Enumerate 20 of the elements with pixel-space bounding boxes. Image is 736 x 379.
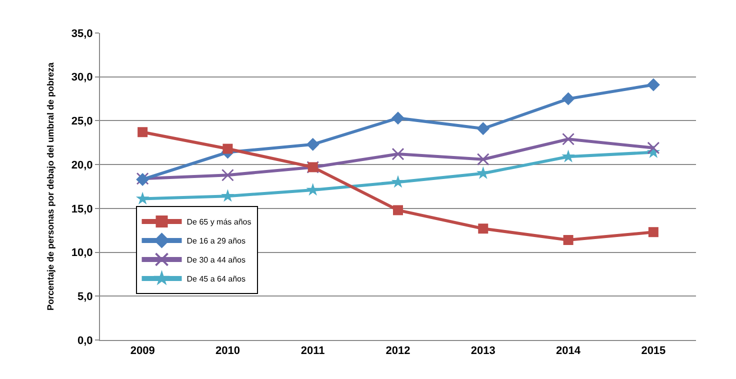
y-tick-label: 20,0 [71, 159, 93, 172]
y-tick-label: 30,0 [71, 72, 93, 84]
y-tick-label: 25,0 [71, 116, 93, 128]
y-tick-label: 0,0 [78, 334, 93, 347]
x-tick-label: 2013 [470, 345, 496, 358]
y-tick-label: 35,0 [71, 28, 93, 40]
x-tick-label: 2015 [641, 345, 666, 358]
legend-label: De 16 a 29 años [186, 236, 246, 246]
x-tick-label: 2011 [300, 345, 325, 358]
x-tick-label: 2009 [130, 345, 155, 358]
x-tick-label: 2012 [386, 345, 410, 358]
x-tick-label: 2010 [215, 345, 240, 358]
y-tick-label: 15,0 [71, 203, 93, 216]
legend-label: De 30 a 44 años [186, 256, 246, 265]
y-tick-label: 5,0 [78, 290, 93, 303]
y-axis-title: Porcentaje de personas por debajo del umbral de pobreza [46, 61, 56, 311]
legend-label: De 65 y más años [186, 218, 252, 227]
x-tick-label: 2014 [556, 345, 582, 358]
legend-label: De 45 a 64 años [186, 274, 246, 284]
y-tick-label: 10,0 [71, 247, 93, 260]
